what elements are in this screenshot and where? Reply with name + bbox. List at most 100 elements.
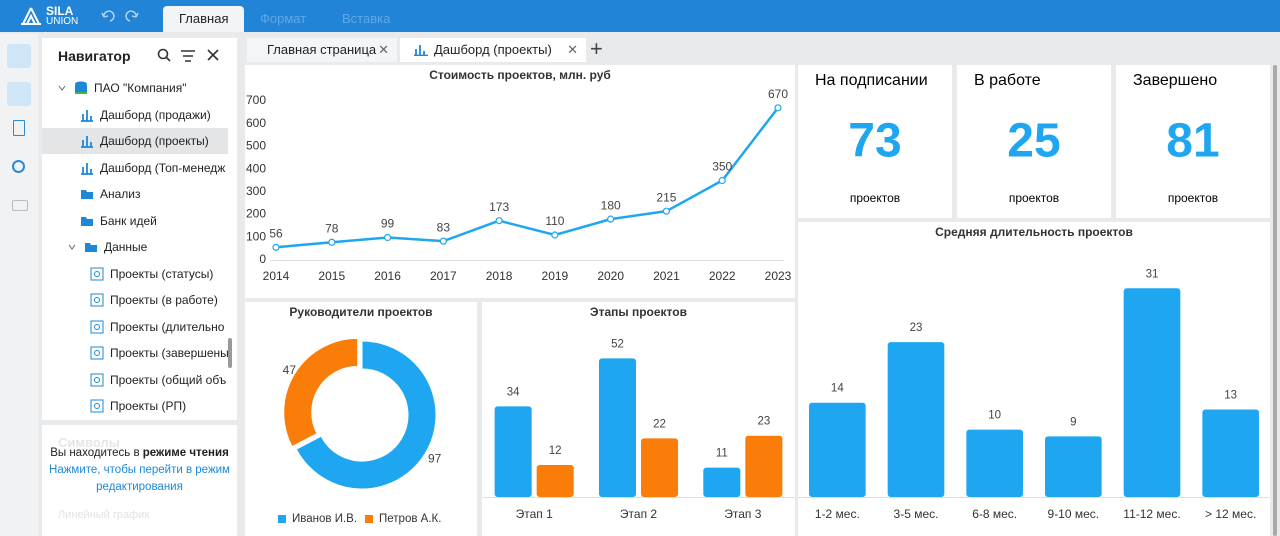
value-label: 83 — [437, 220, 451, 234]
tree-label: ПАО "Компания" — [94, 81, 187, 95]
chart-title: Этапы проектов — [590, 305, 687, 319]
doc-tab[interactable]: Дашборд (проекты) ✕ — [400, 38, 586, 62]
tree-item[interactable]: Дашборд (продажи) — [42, 102, 228, 128]
tool-icon[interactable] — [7, 82, 31, 106]
value-label: 12 — [549, 445, 562, 457]
value-label: 9 — [1070, 416, 1076, 428]
tree-item[interactable]: ПАО "Компания" — [42, 75, 228, 101]
tree-item[interactable]: Проекты (длительно — [42, 314, 228, 340]
tree-item[interactable]: Проекты (статусы) — [42, 261, 228, 287]
value-label: 97 — [428, 451, 442, 465]
tool-icon[interactable] — [12, 160, 25, 173]
bar — [598, 358, 636, 497]
faded-item: Линейный график — [58, 509, 150, 521]
tree-icon — [81, 109, 93, 122]
point — [383, 233, 392, 242]
value-label: 350 — [712, 160, 732, 174]
panel — [798, 65, 952, 218]
y-tick-label: 600 — [246, 116, 266, 130]
tree-label: Проекты (общий объ — [110, 372, 227, 387]
tree-icon — [90, 399, 104, 413]
bar — [745, 435, 783, 497]
tree-item[interactable]: Проекты (завершены — [42, 340, 228, 366]
tree-icon — [81, 216, 93, 226]
value-label: 13 — [1224, 389, 1237, 401]
tree-icon — [81, 190, 93, 199]
tree-icon — [90, 346, 104, 360]
y-tick-label: 400 — [246, 161, 266, 175]
value-label: 23 — [910, 322, 923, 334]
kpi-value: 81 — [1166, 115, 1219, 168]
value-label: 215 — [656, 190, 676, 204]
navigator-title: Навигатор — [58, 48, 131, 64]
tree-icon — [81, 162, 93, 175]
value-label: 99 — [381, 217, 395, 231]
value-label: 10 — [988, 410, 1001, 422]
panel — [798, 222, 1270, 536]
value-label: 23 — [757, 416, 770, 428]
tool-icon[interactable] — [7, 44, 31, 68]
x-tick-label: 2015 — [318, 269, 345, 283]
notice-bold: режиме чтения — [142, 447, 229, 459]
tree-item[interactable]: Дашборд (Топ-менедж — [42, 155, 228, 181]
ribbon-tab[interactable]: Главная — [163, 6, 245, 32]
tree-item[interactable]: Проекты (в работе) — [42, 287, 228, 313]
scrollbar[interactable] — [1273, 65, 1277, 536]
tab-icon — [414, 45, 428, 56]
line — [275, 107, 779, 249]
undo-redo[interactable] — [100, 9, 144, 23]
point — [495, 217, 503, 225]
value-label: 34 — [507, 386, 520, 398]
tree-label: Проекты (РП) — [110, 399, 187, 413]
new-tab[interactable]: + — [590, 36, 603, 61]
logo-text: SILA — [46, 4, 74, 18]
tree-label: Дашборд (проекты) — [100, 134, 209, 148]
donut-slice — [283, 337, 359, 448]
kpi-unit: проектов — [850, 191, 900, 205]
x-tick-label: 11-12 мес. — [1123, 507, 1180, 521]
x-tick-label: > 12 мес. — [1205, 507, 1256, 521]
bar — [887, 342, 945, 497]
tree-item[interactable]: Дашборд (проекты) — [42, 128, 228, 154]
tree-label: Данные — [104, 240, 148, 254]
navigator-actions[interactable] — [156, 47, 232, 65]
edit-link[interactable]: Нажмите, чтобы перейти в режим редактиро… — [49, 464, 230, 493]
value-label: 110 — [545, 214, 564, 228]
kpi-title: В работе — [974, 72, 1041, 89]
tool-icon[interactable] — [13, 120, 25, 136]
tree-item[interactable]: Анализ — [42, 181, 228, 207]
tree-icon — [90, 373, 104, 386]
tree-item[interactable]: Банк идей — [42, 208, 228, 234]
doc-tab[interactable]: Главная страница ✕ — [247, 38, 397, 62]
x-tick-label: 9-10 мес. — [1048, 507, 1100, 521]
close-icon[interactable]: ✕ — [378, 42, 389, 57]
tree-icon — [90, 293, 104, 307]
value-label: 31 — [1146, 268, 1159, 280]
side-toolbar — [0, 34, 38, 536]
x-tick-label: 2020 — [597, 269, 624, 283]
tool-icon[interactable] — [12, 200, 28, 211]
point — [328, 238, 336, 246]
x-tick-label: 3-5 мес. — [894, 507, 939, 521]
tree-label: Анализ — [100, 187, 141, 201]
ribbon-tab[interactable]: Вставка — [342, 11, 391, 26]
point — [551, 231, 559, 239]
x-tick-label: 1-2 мес. — [815, 507, 860, 521]
tree-item[interactable]: Проекты (общий объ — [42, 367, 228, 393]
legend-swatch — [365, 515, 373, 523]
tree-item[interactable]: Данные — [42, 234, 228, 260]
panel — [245, 302, 477, 536]
value-label: 56 — [269, 226, 283, 240]
navigator: Навигатор ПАО "Компания" Дашборд (продажи… — [42, 38, 237, 420]
logo-text: UNION — [46, 16, 79, 27]
bar — [1123, 288, 1181, 497]
value-label: 47 — [283, 363, 297, 377]
panel — [245, 65, 795, 298]
x-tick-label: 2023 — [765, 269, 792, 283]
point — [774, 104, 782, 112]
scrollbar[interactable] — [228, 338, 232, 368]
ribbon-tab[interactable]: Формат — [260, 11, 307, 26]
close-icon[interactable]: ✕ — [567, 42, 578, 57]
tree-item[interactable]: Проекты (РП) — [42, 393, 228, 419]
